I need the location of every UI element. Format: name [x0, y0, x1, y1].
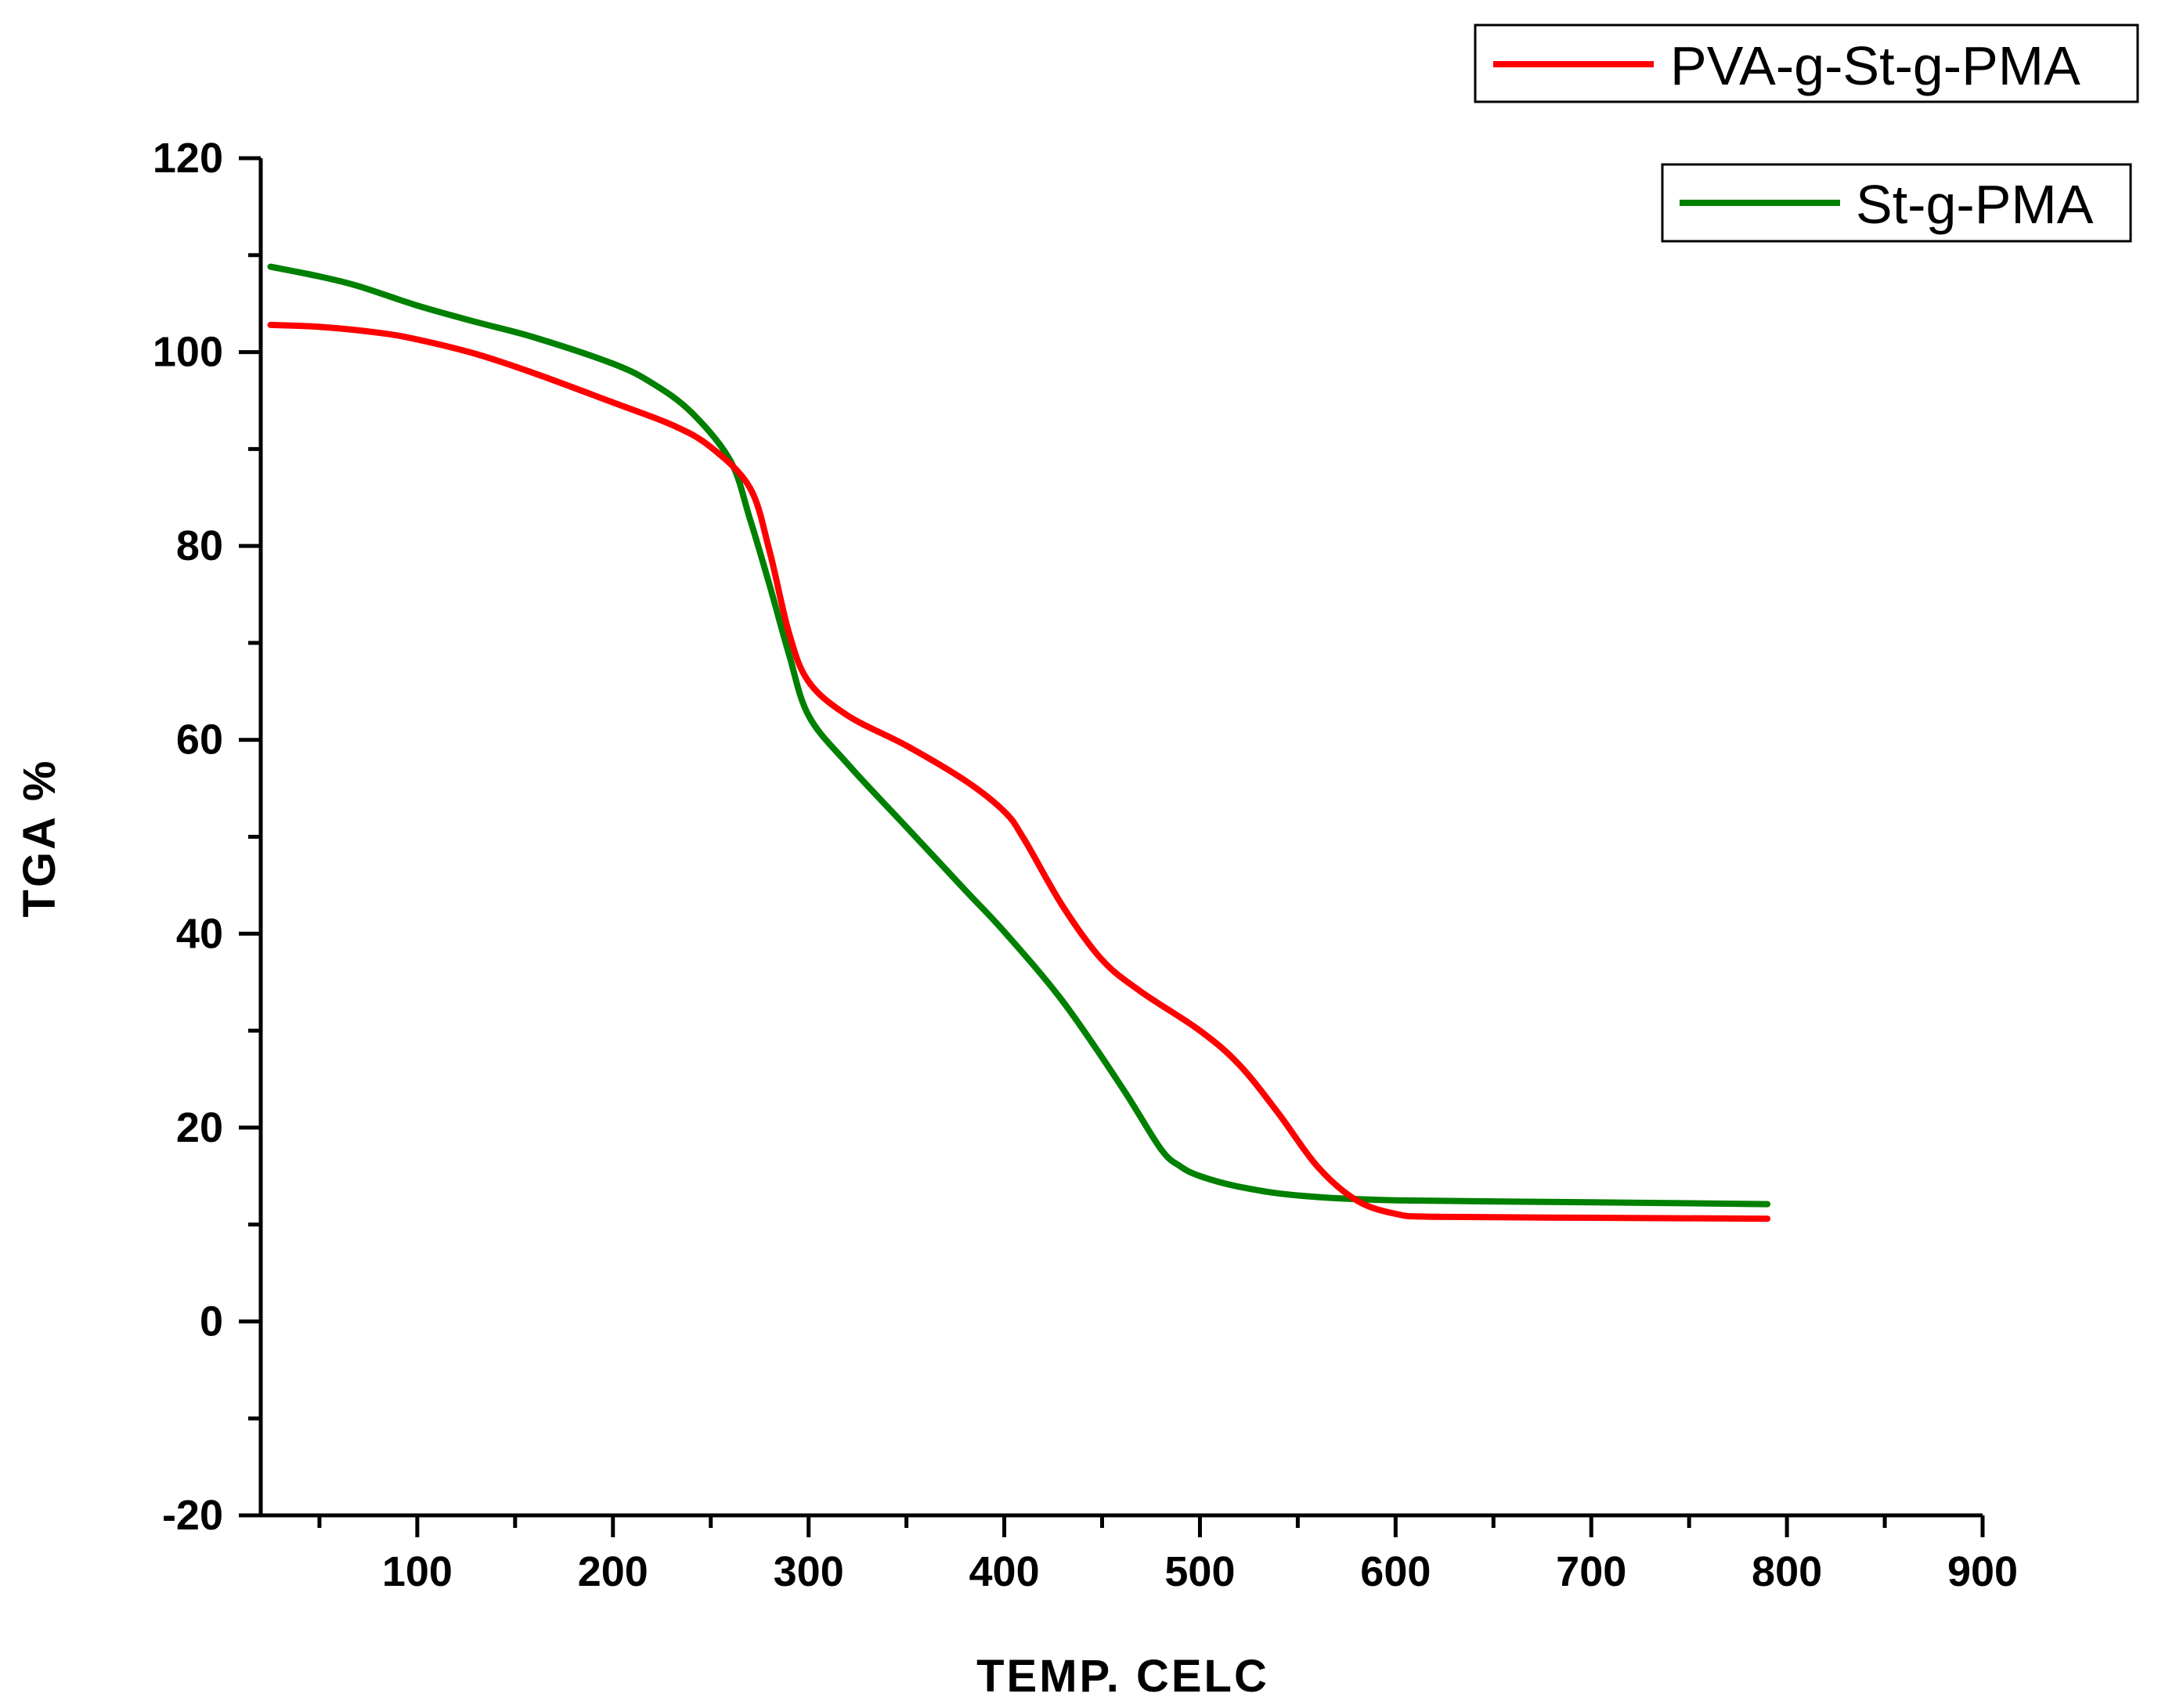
y-tick-label: 0 — [200, 1298, 223, 1345]
x-tick-label: 600 — [1360, 1548, 1431, 1595]
y-tick-label: 100 — [153, 329, 223, 376]
x-tick-label: 300 — [774, 1548, 844, 1595]
x-tick-label: 800 — [1752, 1548, 1822, 1595]
x-tick-label: 700 — [1556, 1548, 1626, 1595]
legend-label-st-g-pma: St-g-PMA — [1856, 174, 2094, 235]
x-axis-title: TEMP. CELC — [976, 1651, 1269, 1702]
series-line-st-g-pma — [267, 263, 1771, 1208]
x-tick-label: 500 — [1164, 1548, 1235, 1595]
x-tick-label: 400 — [969, 1548, 1040, 1595]
y-tick-label: 40 — [176, 910, 223, 957]
y-tick-label: 60 — [176, 717, 223, 764]
legend-label-pva-g-st-g-pma: PVA-g-St-g-PMA — [1670, 35, 2080, 96]
legend-box-pva-g-st-g-pma: PVA-g-St-g-PMA — [1474, 23, 2139, 103]
y-tick-label: -20 — [162, 1492, 223, 1539]
y-tick-label: 80 — [176, 522, 223, 569]
axes — [239, 156, 1985, 1537]
x-tick-label: 200 — [578, 1548, 648, 1595]
x-tick-label: 100 — [382, 1548, 453, 1595]
y-tick-label: 120 — [153, 135, 223, 182]
x-tick-label: 900 — [1947, 1548, 2018, 1595]
y-tick-label: 20 — [176, 1104, 223, 1151]
series-line-pva-g-st-g-pma — [267, 321, 1771, 1222]
series-layer — [267, 263, 1771, 1222]
tick-labels: 100 200 300 400 500 600 700 800 900 -20 0 20 40 60 80 1… — [153, 135, 2018, 1595]
legend-box-st-g-pma: St-g-PMA — [1661, 163, 2132, 243]
y-axis-title: TGA % — [14, 759, 65, 918]
